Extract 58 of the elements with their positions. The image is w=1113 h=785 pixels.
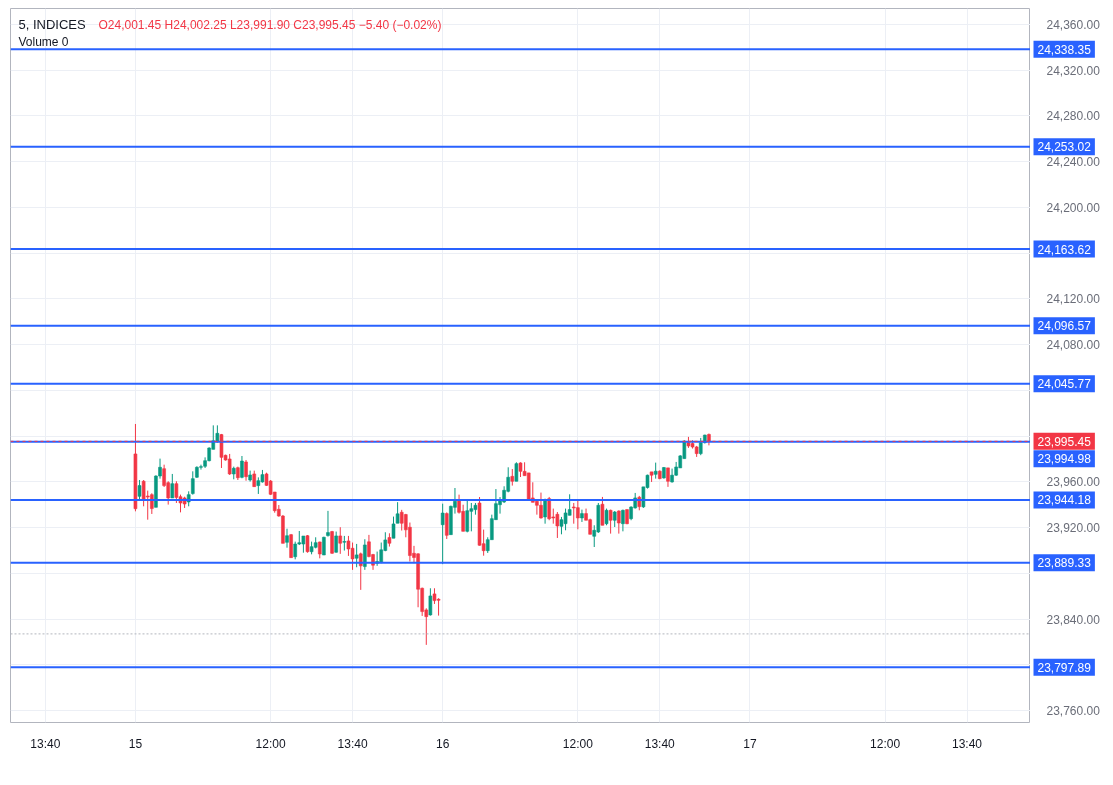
x-tick-label: 13:40 bbox=[951, 736, 983, 751]
y-tick-label: 24,320.00 bbox=[1046, 63, 1101, 78]
candlestick bbox=[543, 498, 547, 525]
candlestick bbox=[244, 459, 248, 482]
candlestick bbox=[444, 511, 449, 540]
candlestick bbox=[137, 479, 142, 501]
candlestick bbox=[391, 516, 396, 539]
ref-line-label: 24,253.02 bbox=[1037, 140, 1092, 155]
y-tick-label: 24,280.00 bbox=[1046, 109, 1101, 124]
x-tick-label: 13:40 bbox=[30, 736, 61, 751]
candlestick bbox=[363, 538, 367, 571]
ref-line-label: 23,889.33 bbox=[1037, 556, 1092, 571]
candlestick bbox=[358, 552, 363, 591]
x-tick-label: 12:00 bbox=[870, 736, 901, 751]
candlestick bbox=[285, 528, 289, 549]
ref-line-label: 24,096.57 bbox=[1037, 319, 1092, 334]
x-tick-label: 12:00 bbox=[255, 736, 286, 751]
candlestick bbox=[170, 473, 175, 499]
text: 5, INDICES bbox=[18, 17, 87, 32]
candlestick bbox=[334, 531, 338, 554]
ref-line-label: 24,045.77 bbox=[1037, 377, 1092, 392]
x-tick-label: 13:40 bbox=[644, 736, 676, 751]
candlestick bbox=[465, 500, 470, 533]
ref-line-label: 24,163.62 bbox=[1037, 242, 1092, 257]
ref-line-label: 24,338.35 bbox=[1037, 42, 1092, 57]
candlestick bbox=[580, 509, 584, 523]
x-tick-label: 16 bbox=[435, 736, 450, 751]
candlestick bbox=[563, 508, 568, 531]
candlestick bbox=[547, 496, 551, 521]
y-tick-label: 24,080.00 bbox=[1046, 338, 1101, 353]
y-tick-label: 24,360.00 bbox=[1046, 18, 1101, 33]
y-tick-label: 24,200.00 bbox=[1046, 200, 1101, 215]
ref-line-label: 23,995.45 bbox=[1037, 434, 1092, 449]
candlestick bbox=[440, 503, 445, 565]
y-tick-label: 23,840.00 bbox=[1046, 612, 1101, 627]
candlestick bbox=[576, 500, 580, 530]
candlestick bbox=[539, 492, 543, 520]
candlestick bbox=[571, 502, 576, 525]
ref-line-label: 23,944.18 bbox=[1037, 493, 1092, 508]
y-tick-label: 24,120.00 bbox=[1046, 292, 1101, 307]
y-tick-label: 23,960.00 bbox=[1046, 475, 1101, 490]
y-tick-label: 23,920.00 bbox=[1046, 521, 1101, 536]
x-tick-label: 12:00 bbox=[562, 736, 594, 751]
ref-line-label: 23,994.98 bbox=[1037, 452, 1092, 467]
candlestick bbox=[666, 467, 670, 488]
x-tick-label: 15 bbox=[128, 736, 143, 751]
ref-line-label: 23,797.89 bbox=[1037, 660, 1092, 675]
annotation: O24,001.45 H24,002.25 L23,991.90 C23,995.45 −5.40 (−0.02%) bbox=[98, 17, 442, 32]
y-tick-label: 24,240.00 bbox=[1046, 155, 1101, 170]
x-tick-label: 17 bbox=[743, 736, 757, 751]
candlestick bbox=[399, 509, 404, 532]
annotation: Volume 0 bbox=[18, 34, 69, 49]
candlestick bbox=[617, 509, 621, 535]
candlestick bbox=[436, 597, 441, 617]
x-tick-label: 13:40 bbox=[337, 736, 368, 751]
candlestick bbox=[354, 543, 359, 568]
candlestick bbox=[326, 510, 330, 538]
y-tick-label: 23,760.00 bbox=[1046, 704, 1101, 718]
